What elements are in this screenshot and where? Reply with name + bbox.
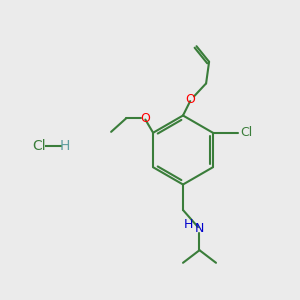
Text: O: O (186, 93, 195, 106)
Text: O: O (140, 112, 150, 125)
Text: N: N (195, 222, 204, 235)
Text: H: H (183, 218, 193, 232)
Text: Cl: Cl (240, 126, 252, 139)
Text: Cl: Cl (32, 139, 46, 152)
Text: H: H (59, 139, 70, 152)
